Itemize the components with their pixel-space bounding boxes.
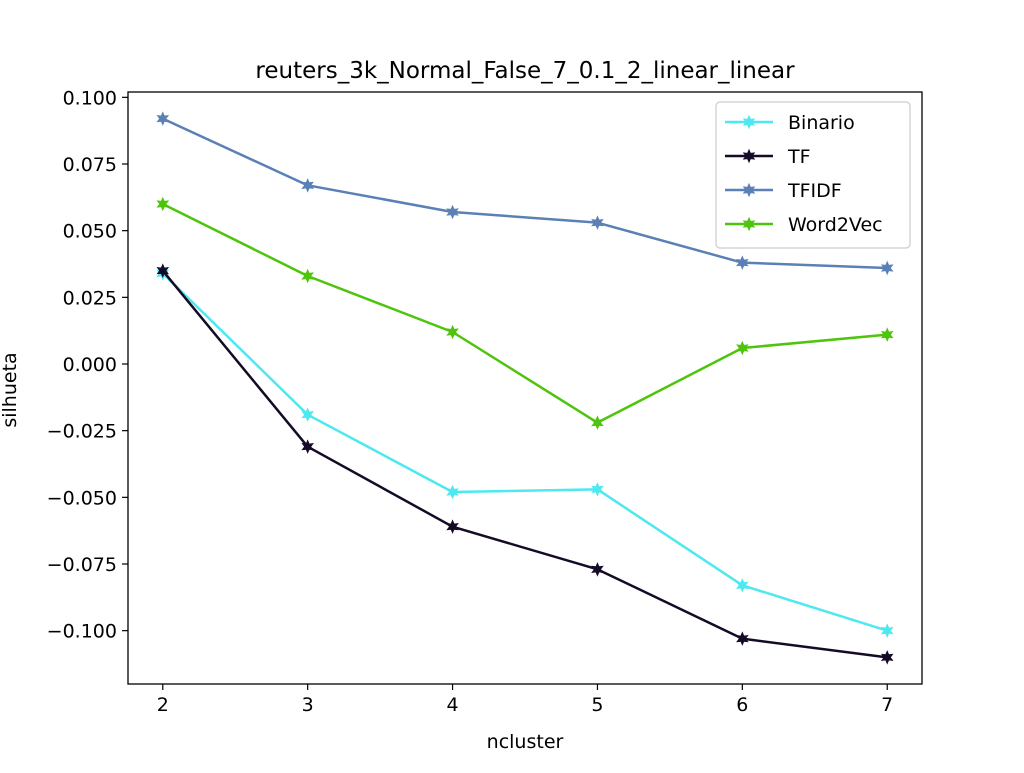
data-point-tfidf <box>446 204 459 220</box>
data-point-binario <box>880 623 894 638</box>
data-point-tfidf <box>156 111 170 126</box>
x-tick-label: 2 <box>157 694 169 716</box>
chart-title: reuters_3k_Normal_False_7_0.1_2_linear_l… <box>255 58 795 84</box>
data-point-tf <box>301 439 314 454</box>
data-point-binario <box>446 484 459 500</box>
legend-label-binario: Binario <box>788 112 855 134</box>
y-axis-label: silhueta <box>0 352 21 427</box>
y-tick-label: −0.075 <box>47 554 117 576</box>
y-tick-label: 0.100 <box>63 87 117 109</box>
data-point-tfidf <box>591 215 604 230</box>
x-tick-label: 7 <box>881 694 893 716</box>
plot-frame <box>127 91 923 685</box>
data-point-tfidf <box>880 260 894 276</box>
data-point-binario <box>591 482 604 497</box>
legend-label-word2vec: Word2Vec <box>788 214 883 236</box>
y-tick-label: 0.000 <box>63 354 117 376</box>
x-tick-label: 5 <box>591 694 603 716</box>
x-tick-label: 6 <box>736 694 748 716</box>
data-point-word2vec <box>446 324 459 340</box>
data-point-tf <box>591 562 604 577</box>
legend-marker-word2vec <box>742 216 756 232</box>
data-point-binario <box>301 407 314 422</box>
x-axis-label: ncluster <box>487 731 564 753</box>
data-point-tfidf <box>736 255 749 270</box>
data-point-tf <box>446 519 459 534</box>
x-tick-label: 3 <box>302 694 314 716</box>
legend-label-tf: TF <box>787 146 811 168</box>
data-point-tf <box>880 650 894 665</box>
series-line-tfidf <box>161 117 889 270</box>
data-point-word2vec <box>301 268 314 284</box>
y-tick-label: −0.050 <box>47 487 117 509</box>
x-tick-label: 4 <box>447 694 459 716</box>
y-tick-label: 0.075 <box>63 154 117 176</box>
data-point-word2vec <box>880 327 894 342</box>
legend-marker-binario <box>742 114 756 130</box>
y-tick-label: 0.025 <box>63 287 117 309</box>
series-line-tf <box>161 269 889 659</box>
y-tick-label: 0.050 <box>63 221 117 243</box>
legend: Binario TF TFIDF Word2Vec <box>715 101 911 249</box>
legend-label-tfidf: TFIDF <box>787 180 842 202</box>
y-tick-label: −0.025 <box>47 421 117 443</box>
legend-box <box>715 101 911 249</box>
legend-marker-tf <box>742 148 756 164</box>
series-line-binario <box>161 272 889 632</box>
y-tick-label: −0.100 <box>47 621 117 643</box>
data-point-tf <box>736 631 749 646</box>
data-point-word2vec <box>736 340 749 356</box>
legend-marker-tfidf <box>742 182 756 198</box>
data-point-tf <box>156 263 170 278</box>
data-point-tfidf <box>301 178 314 193</box>
data-point-word2vec <box>156 196 170 212</box>
series-line-word2vec <box>161 202 889 424</box>
data-point-word2vec <box>591 415 604 430</box>
data-point-binario <box>736 578 749 593</box>
